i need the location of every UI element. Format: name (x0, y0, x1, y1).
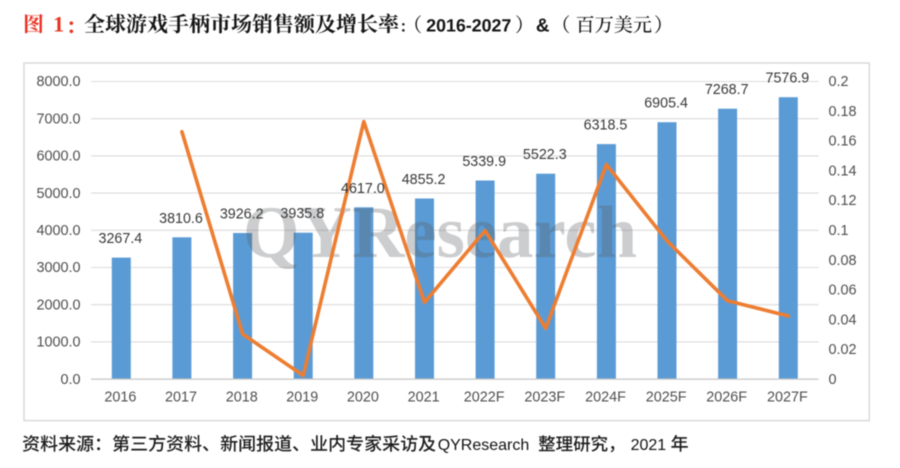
svg-text:2020: 2020 (347, 389, 379, 405)
svg-text:0.14: 0.14 (829, 164, 857, 180)
svg-text:2023F: 2023F (524, 389, 565, 405)
svg-text:5522.3: 5522.3 (523, 147, 567, 163)
svg-text:2021: 2021 (631, 437, 667, 454)
svg-text:2000.0: 2000.0 (36, 297, 80, 313)
svg-text:8000.0: 8000.0 (36, 74, 80, 90)
svg-text:QYResearch: QYResearch (438, 437, 530, 454)
svg-text:3000.0: 3000.0 (36, 260, 80, 276)
svg-text:2025F: 2025F (646, 389, 687, 405)
svg-text:5000.0: 5000.0 (36, 186, 80, 202)
svg-text:1000.0: 1000.0 (36, 335, 80, 351)
svg-text:2022F: 2022F (464, 389, 505, 405)
svg-text:0: 0 (829, 372, 837, 388)
svg-text:4617.0: 4617.0 (341, 181, 385, 197)
svg-text:2017: 2017 (165, 389, 197, 405)
svg-text:6000.0: 6000.0 (36, 149, 80, 165)
svg-text:5339.9: 5339.9 (462, 154, 506, 170)
svg-text:6905.4: 6905.4 (644, 96, 688, 112)
svg-text:0.1: 0.1 (829, 223, 849, 239)
svg-text:0.16: 0.16 (829, 134, 857, 150)
svg-text:3810.6: 3810.6 (159, 211, 203, 227)
svg-text:0.04: 0.04 (829, 312, 857, 328)
svg-text:7268.7: 7268.7 (705, 82, 749, 98)
svg-text:4855.2: 4855.2 (402, 172, 446, 188)
svg-text:2026F: 2026F (706, 389, 747, 405)
svg-text:0.06: 0.06 (829, 283, 857, 299)
svg-text:2021: 2021 (408, 389, 440, 405)
svg-text:7576.9: 7576.9 (766, 71, 810, 87)
svg-text:2016: 2016 (104, 389, 136, 405)
svg-text:6318.5: 6318.5 (584, 118, 628, 134)
svg-text:7000.0: 7000.0 (36, 111, 80, 127)
svg-text:0.12: 0.12 (829, 193, 857, 209)
svg-text:0.18: 0.18 (829, 104, 857, 120)
svg-text:0.08: 0.08 (829, 253, 857, 269)
svg-text:0.2: 0.2 (829, 74, 849, 90)
svg-text:3926.2: 3926.2 (220, 207, 264, 223)
svg-text:4000.0: 4000.0 (36, 223, 80, 239)
svg-text:2024F: 2024F (585, 389, 626, 405)
svg-text:0.02: 0.02 (829, 342, 857, 358)
svg-text:0.0: 0.0 (60, 372, 80, 388)
svg-text:3935.8: 3935.8 (280, 206, 324, 222)
svg-text:3267.4: 3267.4 (99, 231, 143, 247)
svg-text:2027F: 2027F (767, 389, 808, 405)
svg-text:QYResearch: QYResearch (243, 192, 637, 274)
svg-text:2018: 2018 (226, 389, 258, 405)
svg-text:2019: 2019 (286, 389, 318, 405)
